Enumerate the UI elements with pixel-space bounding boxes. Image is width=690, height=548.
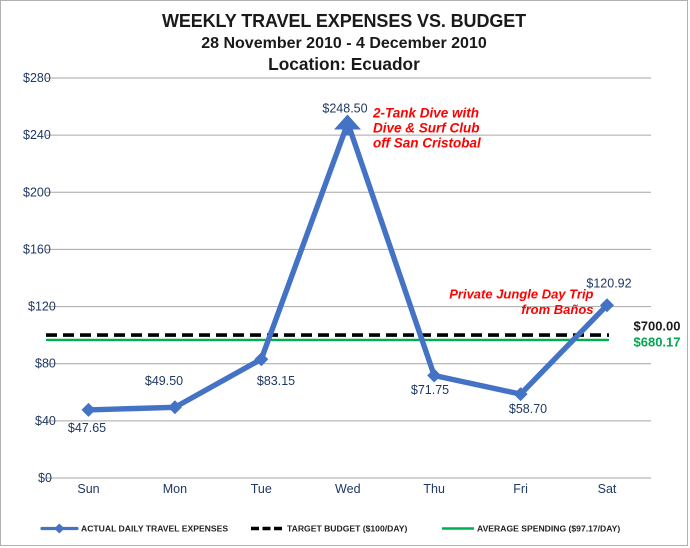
svg-text:off San Cristobal: off San Cristobal [373, 136, 481, 151]
svg-text:$80: $80 [35, 357, 56, 371]
svg-text:Wed: Wed [335, 482, 361, 496]
svg-text:Tue: Tue [251, 482, 272, 496]
svg-text:ACTUAL DAILY TRAVEL EXPENSES: ACTUAL DAILY TRAVEL EXPENSES [81, 524, 228, 534]
svg-text:2-Tank Dive with: 2-Tank Dive with [372, 106, 479, 121]
svg-text:from Baños: from Baños [521, 302, 593, 317]
svg-text:Sat: Sat [598, 482, 617, 496]
svg-text:$240: $240 [23, 128, 51, 142]
svg-text:$248.50: $248.50 [322, 102, 367, 116]
svg-text:$40: $40 [35, 414, 56, 428]
svg-text:$83.15: $83.15 [257, 374, 295, 388]
svg-text:AVERAGE SPENDING ($97.17/DAY): AVERAGE SPENDING ($97.17/DAY) [477, 524, 620, 534]
svg-text:Mon: Mon [163, 482, 187, 496]
svg-text:Sun: Sun [77, 482, 99, 496]
svg-text:$58.70: $58.70 [509, 402, 547, 416]
svg-text:TARGET BUDGET ($100/DAY): TARGET BUDGET ($100/DAY) [287, 524, 407, 534]
svg-text:Dive & Surf Club: Dive & Surf Club [373, 121, 480, 136]
svg-text:$120: $120 [28, 300, 56, 314]
svg-text:$47.65: $47.65 [68, 421, 106, 435]
svg-text:$280: $280 [23, 71, 51, 85]
svg-text:Private Jungle Day Trip: Private Jungle Day Trip [449, 287, 593, 302]
svg-text:Thu: Thu [423, 482, 445, 496]
svg-text:$700.00: $700.00 [634, 319, 681, 334]
svg-text:$200: $200 [23, 185, 51, 199]
svg-text:$160: $160 [23, 242, 51, 256]
svg-text:$0: $0 [38, 471, 52, 485]
svg-text:$680.17: $680.17 [634, 335, 681, 350]
svg-text:$49.50: $49.50 [145, 374, 183, 388]
svg-text:Fri: Fri [513, 482, 528, 496]
svg-text:$71.75: $71.75 [411, 383, 449, 397]
